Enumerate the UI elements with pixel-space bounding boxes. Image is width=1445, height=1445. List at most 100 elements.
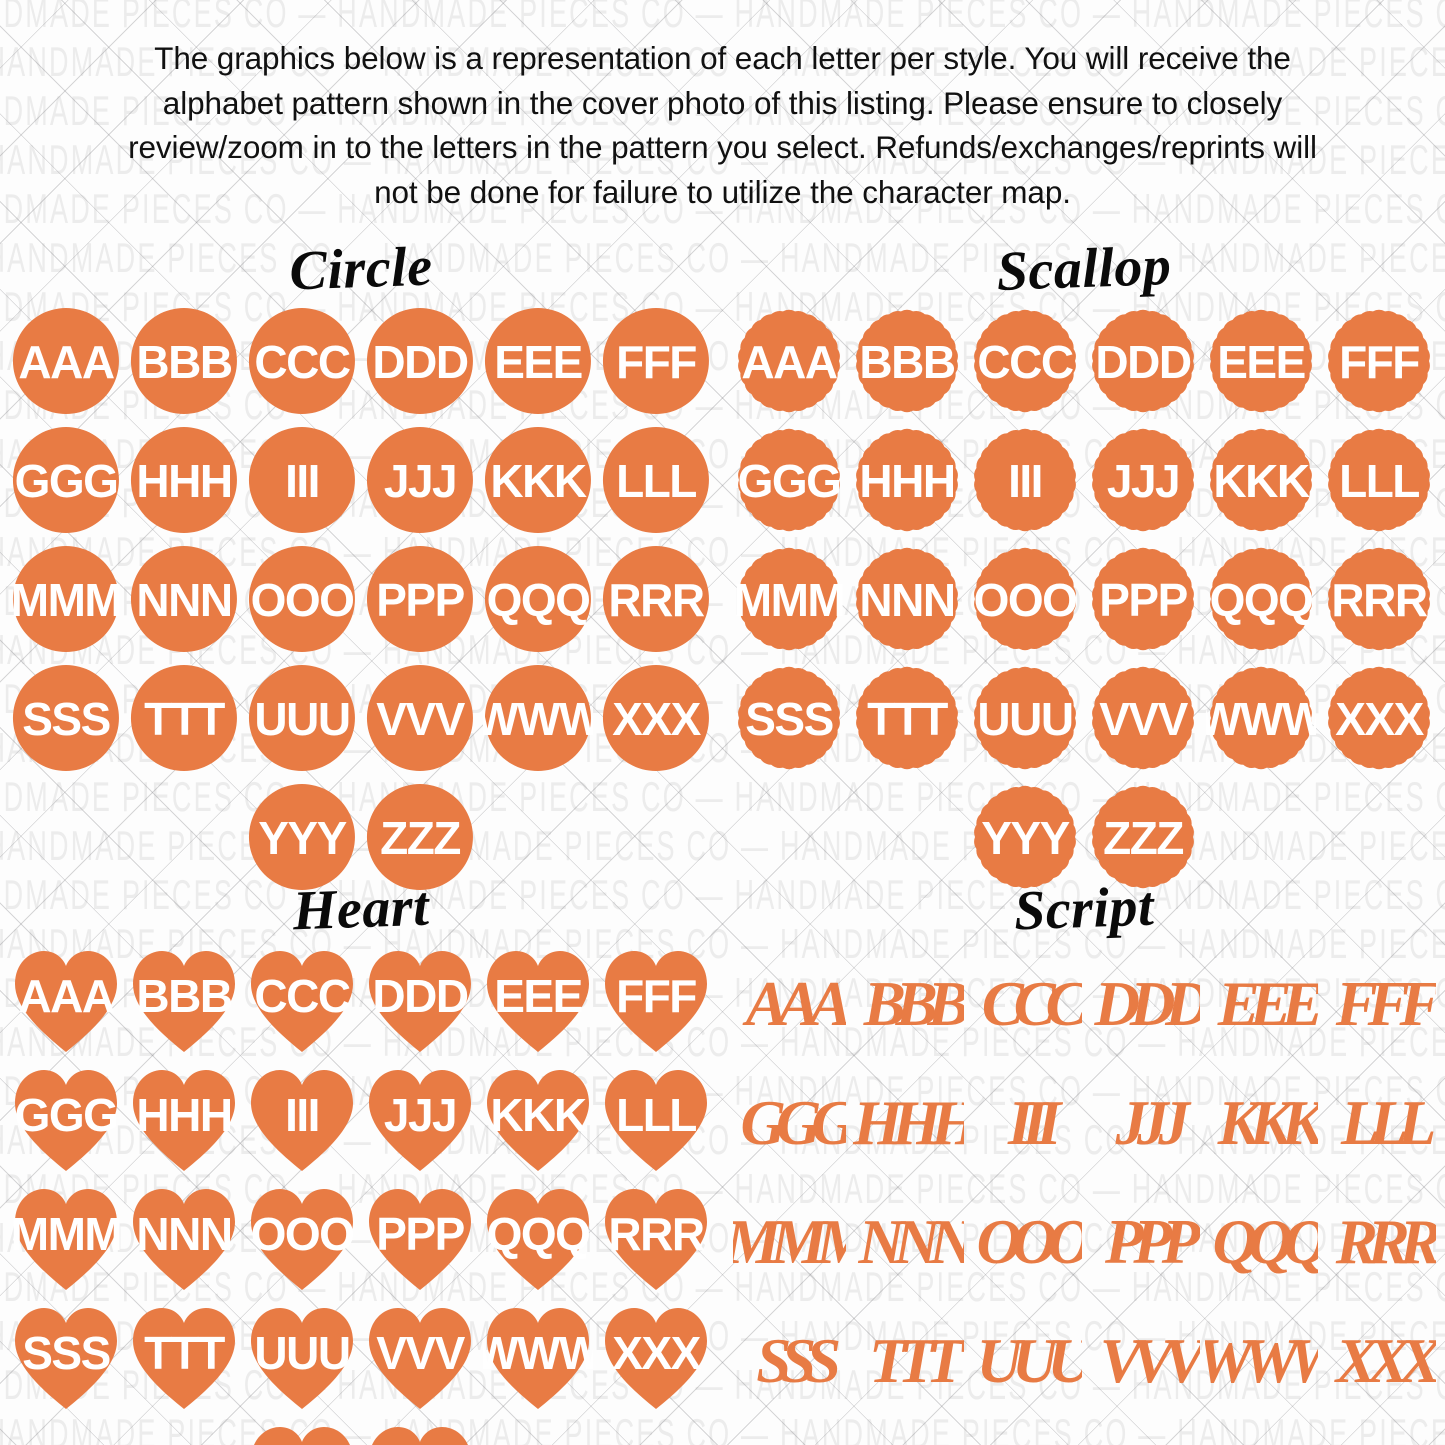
- monogram-cell-heart-z[interactable]: ZZZ: [364, 1421, 477, 1445]
- monogram-cell-script-l[interactable]: LLL: [1323, 1064, 1436, 1177]
- monogram-cell-script-t[interactable]: TTT: [851, 1302, 964, 1415]
- monogram-cell-circle-l[interactable]: LLL: [600, 424, 713, 537]
- monogram-cell-circle-x[interactable]: XXX: [600, 662, 713, 775]
- monogram-cell-script-h[interactable]: HHH: [851, 1064, 964, 1177]
- monogram-cell-script-j[interactable]: JJJ: [1087, 1064, 1199, 1177]
- monogram-cell-circle-s[interactable]: SSS: [10, 662, 123, 775]
- monogram-cell-heart-r[interactable]: RRR: [600, 1183, 713, 1296]
- monogram-cell-circle-q[interactable]: QQQ: [482, 543, 595, 656]
- monogram-cell-scallop-j[interactable]: JJJ: [1087, 424, 1200, 537]
- monogram-cell-heart-k[interactable]: KKK: [482, 1064, 595, 1177]
- monogram-cell-heart-d[interactable]: DDD: [364, 945, 477, 1058]
- monogram-cell-circle-p[interactable]: PPP: [364, 543, 477, 656]
- monogram-cell-heart-g[interactable]: GGG: [10, 1064, 123, 1177]
- monogram-cell-circle-c[interactable]: CCC: [246, 305, 359, 418]
- monogram-cell-scallop-l[interactable]: LLL: [1323, 424, 1436, 537]
- monogram-cell-heart-x[interactable]: XXX: [600, 1302, 713, 1415]
- monogram-cell-scallop-p[interactable]: PPP: [1087, 543, 1200, 656]
- monogram-cell-heart-y[interactable]: YYY: [246, 1421, 359, 1445]
- monogram-cell-script-u[interactable]: UUU: [969, 1302, 1082, 1415]
- monogram-cell-scallop-b[interactable]: BBB: [851, 305, 964, 418]
- monogram-cell-circle-z[interactable]: ZZZ: [364, 781, 477, 894]
- monogram-cell-scallop-x[interactable]: XXX: [1323, 662, 1436, 775]
- monogram-cell-scallop-g[interactable]: GGG: [733, 424, 846, 537]
- monogram-cell-script-z[interactable]: ZZZ: [1087, 1421, 1200, 1445]
- monogram-cell-heart-f[interactable]: FFF: [600, 945, 713, 1058]
- monogram-cell-script-g[interactable]: GGG: [733, 1064, 846, 1177]
- monogram-cell-scallop-a[interactable]: AAA: [733, 305, 846, 418]
- monogram-cell-script-o[interactable]: OOO: [969, 1183, 1082, 1296]
- monogram-cell-script-n[interactable]: NNN: [851, 1183, 964, 1296]
- monogram-cell-circle-e[interactable]: EEE: [482, 305, 595, 418]
- monogram-cell-scallop-z[interactable]: ZZZ: [1087, 781, 1200, 894]
- monogram-cell-script-c[interactable]: CCC: [969, 945, 1081, 1058]
- monogram-cell-script-s[interactable]: SSS: [733, 1302, 846, 1415]
- monogram-cell-circle-m[interactable]: MMM: [10, 543, 123, 656]
- monogram-cell-circle-f[interactable]: FFF: [600, 305, 713, 418]
- monogram-cell-scallop-s[interactable]: SSS: [733, 662, 846, 775]
- monogram-cell-circle-h[interactable]: HHH: [128, 424, 241, 537]
- monogram-cell-heart-b[interactable]: BBB: [128, 945, 241, 1058]
- monogram-cell-circle-n[interactable]: NNN: [128, 543, 241, 656]
- monogram-cell-scallop-d[interactable]: DDD: [1087, 305, 1200, 418]
- monogram-cell-script-p[interactable]: PPP: [1087, 1183, 1200, 1296]
- monogram-cell-heart-m[interactable]: MMM: [10, 1183, 123, 1296]
- monogram-cell-heart-i[interactable]: III: [246, 1064, 359, 1177]
- monogram-cell-scallop-v[interactable]: VVV: [1087, 662, 1200, 775]
- monogram-cell-heart-c[interactable]: CCC: [246, 945, 359, 1058]
- monogram-cell-scallop-u[interactable]: UUU: [969, 662, 1082, 775]
- monogram-cell-scallop-q[interactable]: QQQ: [1205, 543, 1318, 656]
- monogram-cell-circle-t[interactable]: TTT: [128, 662, 241, 775]
- monogram-cell-heart-n[interactable]: NNN: [128, 1183, 241, 1296]
- monogram-cell-script-d[interactable]: DDD: [1087, 945, 1200, 1058]
- monogram-cell-scallop-h[interactable]: HHH: [851, 424, 964, 537]
- monogram-cell-script-a[interactable]: AAA: [733, 945, 845, 1058]
- monogram-cell-heart-s[interactable]: SSS: [10, 1302, 123, 1415]
- monogram-cell-circle-r[interactable]: RRR: [600, 543, 713, 656]
- monogram-cell-heart-h[interactable]: HHH: [128, 1064, 241, 1177]
- monogram-cell-heart-t[interactable]: TTT: [128, 1302, 241, 1415]
- monogram-cell-circle-o[interactable]: OOO: [246, 543, 359, 656]
- monogram-cell-scallop-f[interactable]: FFF: [1323, 305, 1436, 418]
- monogram-cell-circle-v[interactable]: VVV: [364, 662, 477, 775]
- monogram-cell-script-b[interactable]: BBB: [851, 945, 963, 1058]
- monogram-cell-script-r[interactable]: RRR: [1323, 1183, 1435, 1296]
- monogram-cell-script-q[interactable]: QQQ: [1205, 1183, 1318, 1296]
- monogram-cell-heart-v[interactable]: VVV: [364, 1302, 477, 1415]
- monogram-cell-circle-w[interactable]: WWW: [482, 662, 595, 775]
- monogram-cell-scallop-y[interactable]: YYY: [969, 781, 1082, 894]
- monogram-cell-heart-l[interactable]: LLL: [600, 1064, 713, 1177]
- monogram-cell-script-y[interactable]: YYY: [969, 1421, 1082, 1445]
- monogram-cell-script-e[interactable]: EEE: [1205, 945, 1317, 1058]
- monogram-cell-scallop-o[interactable]: OOO: [969, 543, 1082, 656]
- monogram-cell-scallop-k[interactable]: KKK: [1205, 424, 1318, 537]
- monogram-cell-circle-y[interactable]: YYY: [246, 781, 359, 894]
- monogram-cell-script-k[interactable]: KKK: [1205, 1064, 1317, 1177]
- monogram-cell-circle-j[interactable]: JJJ: [364, 424, 477, 537]
- monogram-cell-heart-p[interactable]: PPP: [364, 1183, 477, 1296]
- monogram-cell-heart-q[interactable]: QQQ: [482, 1183, 595, 1296]
- monogram-cell-scallop-e[interactable]: EEE: [1205, 305, 1318, 418]
- monogram-cell-circle-a[interactable]: AAA: [10, 305, 123, 418]
- monogram-cell-circle-i[interactable]: III: [246, 424, 359, 537]
- monogram-cell-circle-u[interactable]: UUU: [246, 662, 359, 775]
- monogram-cell-circle-g[interactable]: GGG: [10, 424, 123, 537]
- monogram-cell-heart-u[interactable]: UUU: [246, 1302, 359, 1415]
- monogram-cell-circle-b[interactable]: BBB: [128, 305, 241, 418]
- monogram-cell-scallop-c[interactable]: CCC: [969, 305, 1082, 418]
- monogram-cell-scallop-i[interactable]: III: [969, 424, 1082, 537]
- monogram-cell-scallop-w[interactable]: WWW: [1205, 662, 1318, 775]
- monogram-cell-heart-a[interactable]: AAA: [10, 945, 123, 1058]
- monogram-cell-scallop-r[interactable]: RRR: [1323, 543, 1436, 656]
- monogram-cell-heart-o[interactable]: OOO: [246, 1183, 359, 1296]
- monogram-cell-script-f[interactable]: FFF: [1323, 945, 1435, 1058]
- monogram-cell-circle-k[interactable]: KKK: [482, 424, 595, 537]
- monogram-cell-scallop-m[interactable]: MMM: [733, 543, 846, 656]
- monogram-cell-script-x[interactable]: XXX: [1323, 1302, 1435, 1415]
- monogram-cell-script-w[interactable]: WWW: [1205, 1302, 1318, 1415]
- monogram-cell-script-i[interactable]: III: [969, 1064, 1082, 1177]
- monogram-cell-heart-w[interactable]: WWW: [482, 1302, 595, 1415]
- monogram-cell-heart-j[interactable]: JJJ: [364, 1064, 477, 1177]
- monogram-cell-script-m[interactable]: MMM: [733, 1183, 846, 1296]
- monogram-cell-script-v[interactable]: VVV: [1087, 1302, 1199, 1415]
